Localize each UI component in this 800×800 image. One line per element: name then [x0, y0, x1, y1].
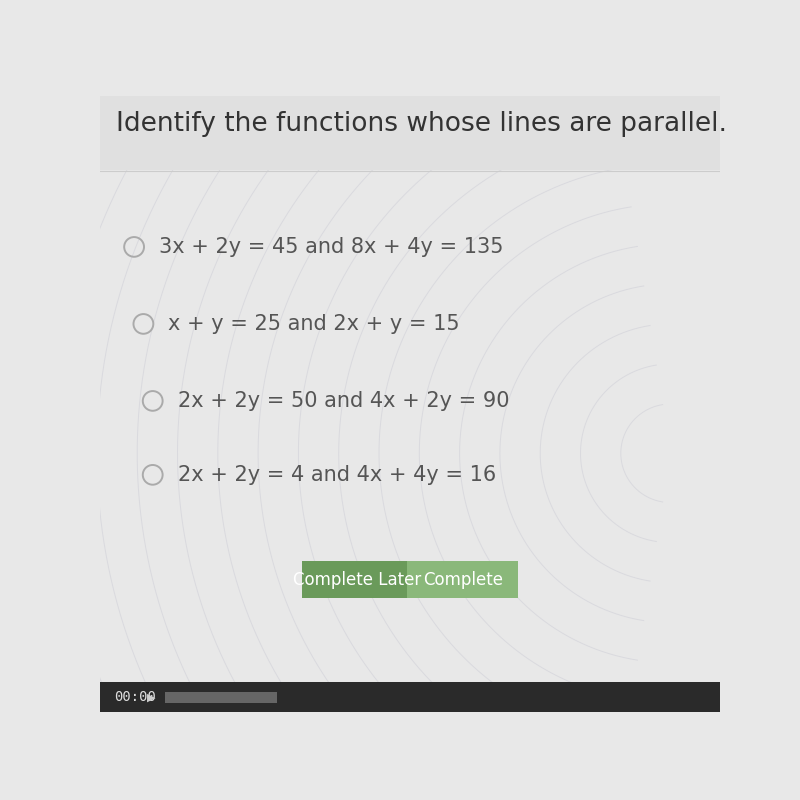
FancyBboxPatch shape: [302, 562, 413, 598]
Text: ▶: ▶: [146, 692, 155, 702]
Text: 2x + 2y = 4 and 4x + 4y = 16: 2x + 2y = 4 and 4x + 4y = 16: [178, 465, 496, 485]
FancyBboxPatch shape: [100, 96, 720, 170]
Text: 3x + 2y = 45 and 8x + 4y = 135: 3x + 2y = 45 and 8x + 4y = 135: [159, 237, 503, 257]
Text: 00:00: 00:00: [114, 690, 155, 704]
Text: Complete Later: Complete Later: [293, 570, 422, 589]
Text: Complete: Complete: [422, 570, 502, 589]
Text: 2x + 2y = 50 and 4x + 2y = 90: 2x + 2y = 50 and 4x + 2y = 90: [178, 391, 509, 411]
FancyBboxPatch shape: [165, 692, 277, 703]
Text: Identify the functions whose lines are parallel.: Identify the functions whose lines are p…: [115, 110, 726, 137]
FancyBboxPatch shape: [407, 562, 518, 598]
FancyBboxPatch shape: [100, 682, 720, 712]
Text: x + y = 25 and 2x + y = 15: x + y = 25 and 2x + y = 15: [168, 314, 460, 334]
